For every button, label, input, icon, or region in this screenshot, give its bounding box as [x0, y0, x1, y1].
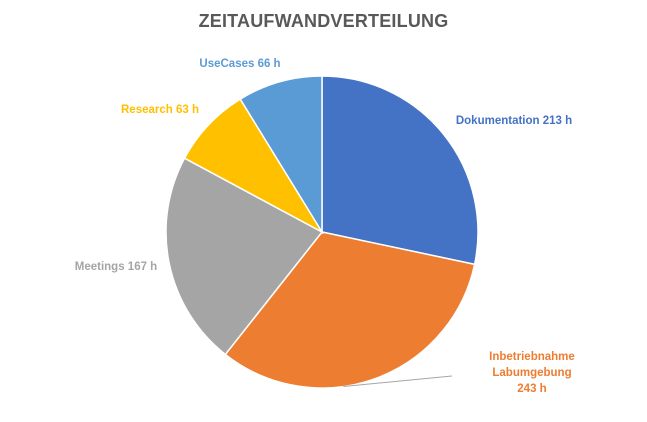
pie-slice-inbetriebnahme-labumgebung: [224, 231, 476, 389]
chart-title: ZEITAUFWANDVERTEILUNG: [198, 11, 449, 31]
data-label-line: Research 63 h: [121, 104, 199, 116]
data-label-line: Meetings 167 h: [75, 261, 157, 273]
leader-line: [343, 375, 453, 387]
data-label-usecases: UseCases 66 h: [199, 58, 280, 70]
data-label-inbetriebnahme-labumgebung: Inbetriebnahme Labumgebung 243 h: [489, 351, 575, 395]
pie-slice-meetings: [165, 157, 324, 356]
data-label-research: Research 63 h: [121, 104, 199, 116]
data-label-line: 243 h: [517, 383, 546, 395]
pie-slice-usecases: [239, 75, 323, 235]
data-label-line: UseCases 66 h: [199, 58, 280, 70]
data-label-line: Inbetriebnahme: [489, 351, 575, 363]
data-label-dokumentation: Dokumentation 213 h: [456, 115, 572, 127]
data-label-meetings: Meetings 167 h: [75, 261, 157, 273]
data-label-line: Dokumentation 213 h: [456, 115, 572, 127]
pie-slice-dokumentation: [321, 75, 479, 266]
data-label-line: Labumgebung: [492, 367, 571, 379]
